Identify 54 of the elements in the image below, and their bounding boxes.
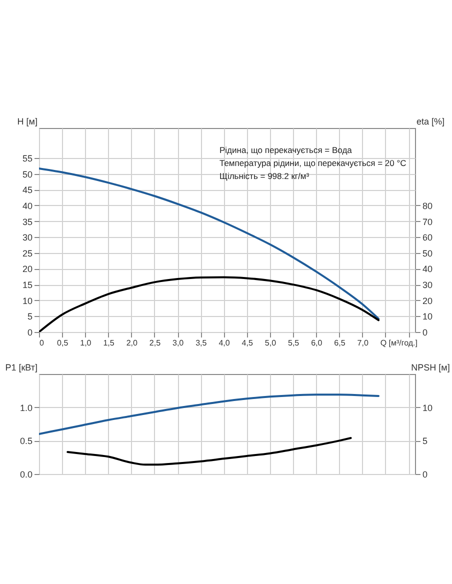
y2-axis-title: NPSH [м] [411,362,450,372]
annotation: Щільність = 998.2 кг/м³ [219,171,310,181]
x-tick-label: 3,0 [172,338,184,348]
y-tick-label: 15 [22,280,32,290]
y2-tick-label: 10 [422,402,433,413]
line-series [39,167,380,320]
x-axis-title: Q [м³/год.] [380,338,418,348]
y-tick-label: 20 [22,264,32,274]
y2-tick-label: 70 [422,216,433,227]
y2-tick-label: 20 [422,296,433,306]
line-series [66,437,352,466]
y2-axis-title: eta [%] [416,116,445,126]
y2-tick-label: 0 [422,470,428,480]
y-axis-title: H [м] [17,116,38,126]
x-tick-label: 6,5 [334,338,346,348]
x-tick-label: 5,5 [288,338,300,348]
y2-tick-label: 10 [422,312,433,322]
x-tick-label: 1,5 [103,338,115,348]
line-series [39,276,380,332]
x-tick-label: 1,0 [80,338,92,348]
x-tick-label: 5,0 [264,338,277,348]
y-tick-label: 35 [22,216,32,227]
y-tick-label: 0.5 [20,436,32,446]
y2-tick-label: 5 [422,436,428,446]
x-tick-label: 0 [40,338,44,348]
x-tick-label: 2,5 [149,338,162,348]
annotation: Температура рідини, що перекачується = 20 °C [219,158,406,168]
x-tick-label: 4,5 [242,338,254,348]
x-tick-label: 7,0 [357,338,369,348]
x-tick-label: 4,0 [218,338,230,348]
y-tick-label: 50 [22,169,32,180]
y-tick-label: 25 [22,248,32,258]
annotation: Рідина, що перекачується = Вода [219,145,352,155]
x-tick-label: 6,0 [311,338,323,348]
y-tick-label: 5 [27,312,32,322]
y2-tick-label: 60 [422,232,433,243]
y2-tick-label: 40 [422,264,433,274]
y2-tick-label: 30 [422,280,433,290]
y2-tick-label: 0 [422,328,428,338]
y-tick-label: 40 [22,200,32,211]
x-tick-label: 0,5 [57,338,69,348]
line-series [39,394,380,435]
y-tick-label: 0 [27,328,32,338]
y-tick-label: 1.0 [20,402,32,413]
y2-tick-label: 80 [422,200,433,211]
y-tick-label: 10 [22,296,32,306]
y-axis-title: P1 [кВт] [5,362,38,372]
y-tick-label: 45 [22,185,32,196]
y2-tick-label: 50 [422,248,433,258]
y-tick-label: 30 [22,232,32,243]
y-tick-label: 55 [22,154,32,164]
y-tick-label: 0.0 [20,470,32,480]
x-tick-label: 3,5 [196,338,208,348]
x-tick-label: 2,0 [126,338,138,348]
